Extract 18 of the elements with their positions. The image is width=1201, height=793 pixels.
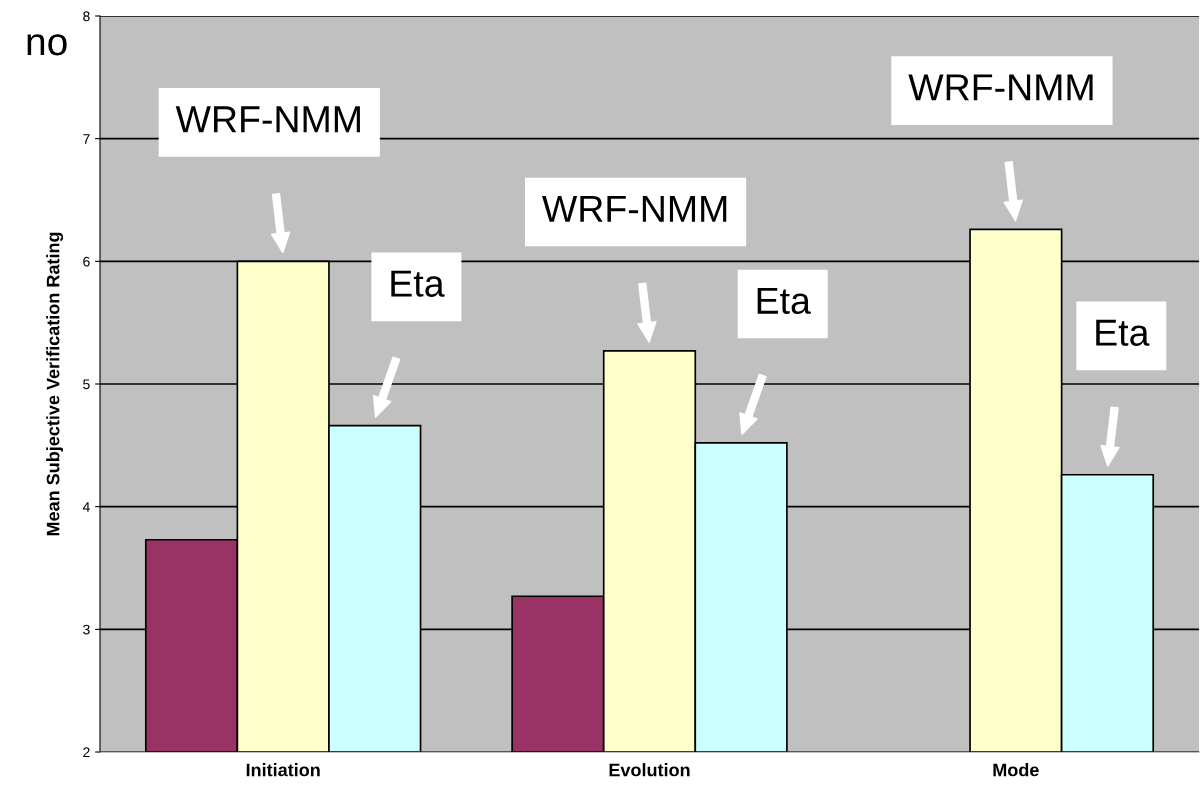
y-axis-title: Mean Subjective Verification Rating xyxy=(46,232,64,536)
y-tick-label: 8 xyxy=(83,11,90,22)
y-tick-label: 2 xyxy=(83,747,90,758)
y-tick-label: 6 xyxy=(83,256,90,267)
y-tick-label: 7 xyxy=(83,134,90,144)
annotation: Eta xyxy=(391,270,445,297)
x-tick-label: Mode xyxy=(993,763,1039,777)
annotation: Eta xyxy=(757,287,811,315)
x-tick-label: Initiation xyxy=(246,763,320,777)
x-tick-label: Evolution xyxy=(609,763,690,777)
annotation: WRF-NMM xyxy=(908,74,1093,101)
y-tick-label: 5 xyxy=(83,379,90,390)
y-tick-label: 4 xyxy=(82,502,90,512)
annotation: Eta xyxy=(1096,319,1150,346)
y-tick-label: 3 xyxy=(83,624,90,635)
annotation: WRF-NMM xyxy=(175,106,360,133)
annotation: WRF-NMM xyxy=(542,195,727,222)
text: no xyxy=(27,34,67,56)
